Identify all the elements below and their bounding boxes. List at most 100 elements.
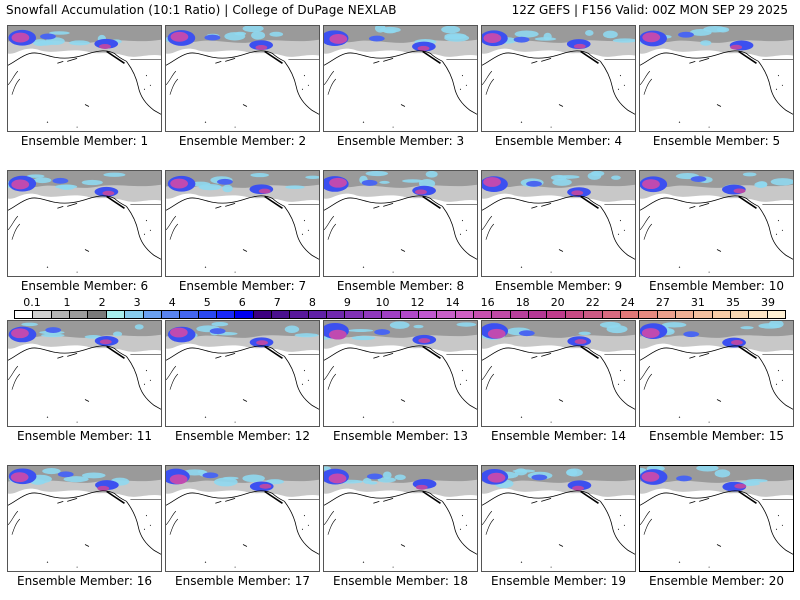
panel-label: Ensemble Member: 14 <box>491 429 626 443</box>
panel-label: Ensemble Member: 16 <box>17 574 152 588</box>
colorbar-segment <box>749 311 768 318</box>
colorbar-segment <box>712 311 732 318</box>
colorbar-tick-label: 4 <box>168 296 176 309</box>
colorbar-segment <box>382 311 401 318</box>
panel-label: Ensemble Member: 2 <box>178 134 307 148</box>
colorbar-tick-label: 1 <box>63 296 71 309</box>
colorbar-tick-label: 0.1 <box>23 296 41 309</box>
colorbar <box>14 310 786 319</box>
map-panel <box>165 320 320 427</box>
panel-label: Ensemble Member: 17 <box>175 574 310 588</box>
colorbar-tick-label: 27 <box>655 296 670 309</box>
map-panel <box>7 320 162 427</box>
map-panel <box>7 465 162 572</box>
map-panel <box>7 25 162 132</box>
colorbar-segment <box>529 311 548 318</box>
map-panel <box>323 170 478 277</box>
colorbar-tick-label: 12 <box>410 296 425 309</box>
colorbar-segment <box>694 311 713 318</box>
map-panel <box>639 170 794 277</box>
colorbar-segment <box>161 311 181 318</box>
map-panel <box>165 465 320 572</box>
colorbar-tick-label: 7 <box>273 296 281 309</box>
colorbar-segment <box>620 311 640 318</box>
colorbar-segment <box>106 311 126 318</box>
panel-label: Ensemble Member: 18 <box>333 574 468 588</box>
colorbar-tick-label: 2 <box>98 296 106 309</box>
colorbar-segment <box>492 311 511 318</box>
map-panel <box>481 320 636 427</box>
map-panel <box>639 465 794 572</box>
map-panel <box>481 465 636 572</box>
colorbar-segment <box>70 311 89 318</box>
colorbar-segment <box>565 311 585 318</box>
map-panel <box>165 170 320 277</box>
panel-label: Ensemble Member: 8 <box>336 279 465 293</box>
colorbar-segment <box>345 311 364 318</box>
colorbar-tick-label: 18 <box>515 296 530 309</box>
panel-label: Ensemble Member: 20 <box>649 574 784 588</box>
map-panel <box>323 25 478 132</box>
colorbar-segment <box>455 311 474 318</box>
colorbar-segment <box>88 311 107 318</box>
panel-label: Ensemble Member: 12 <box>175 429 310 443</box>
map-panel <box>639 25 794 132</box>
map-panel <box>323 320 478 427</box>
panel-label: Ensemble Member: 7 <box>178 279 307 293</box>
map-panel <box>165 25 320 132</box>
map-panel <box>7 170 162 277</box>
map-panel <box>323 465 478 572</box>
colorbar-segment <box>253 311 273 318</box>
panel-label: Ensemble Member: 11 <box>17 429 152 443</box>
colorbar-segment <box>33 311 52 318</box>
colorbar-tick-label: 9 <box>343 296 351 309</box>
panel-label: Ensemble Member: 10 <box>649 279 784 293</box>
colorbar-segment <box>547 311 566 318</box>
colorbar-segment <box>602 311 621 318</box>
colorbar-segment <box>675 311 695 318</box>
colorbar-tick-label: 22 <box>585 296 600 309</box>
colorbar-segment <box>180 311 199 318</box>
colorbar-tick-label: 10 <box>375 296 390 309</box>
panel-label: Ensemble Member: 5 <box>652 134 781 148</box>
panel-label: Ensemble Member: 4 <box>494 134 623 148</box>
colorbar-segment <box>767 311 786 318</box>
colorbar-tick-label: 16 <box>480 296 495 309</box>
colorbar-segment <box>290 311 309 318</box>
colorbar-segment <box>437 311 456 318</box>
colorbar-segment <box>235 311 254 318</box>
colorbar-segment <box>327 311 346 318</box>
colorbar-segment <box>473 311 493 318</box>
colorbar-segment <box>363 311 383 318</box>
colorbar-segment <box>272 311 291 318</box>
colorbar-tick-label: 24 <box>620 296 635 309</box>
colorbar-segment <box>198 311 217 318</box>
title-right: 12Z GEFS | F156 Valid: 00Z MON SEP 29 20… <box>511 3 788 17</box>
colorbar-tick-label: 35 <box>726 296 740 309</box>
colorbar-segment <box>143 311 162 318</box>
panel-label: Ensemble Member: 13 <box>333 429 468 443</box>
panel-label: Ensemble Member: 1 <box>20 134 149 148</box>
colorbar-segment <box>510 311 530 318</box>
colorbar-segment <box>308 311 328 318</box>
colorbar-tick-label: 14 <box>445 296 460 309</box>
colorbar-tick-label: 8 <box>308 296 316 309</box>
colorbar-tick-label: 3 <box>133 296 141 309</box>
panel-label: Ensemble Member: 19 <box>491 574 626 588</box>
colorbar-tick-label: 20 <box>550 296 565 309</box>
title-left: Snowfall Accumulation (10:1 Ratio) | Col… <box>6 3 397 17</box>
panel-label: Ensemble Member: 3 <box>336 134 465 148</box>
colorbar-segment <box>584 311 603 318</box>
colorbar-tick-label: 5 <box>203 296 211 309</box>
colorbar-segment <box>400 311 419 318</box>
map-panel <box>481 25 636 132</box>
colorbar-segment <box>15 311 34 318</box>
panel-label: Ensemble Member: 9 <box>494 279 623 293</box>
colorbar-segment <box>216 311 236 318</box>
map-panel <box>639 320 794 427</box>
colorbar-segment <box>51 311 71 318</box>
colorbar-segment <box>639 311 658 318</box>
colorbar-tick-label: 6 <box>238 296 246 309</box>
map-panel <box>481 170 636 277</box>
panel-label: Ensemble Member: 15 <box>649 429 784 443</box>
